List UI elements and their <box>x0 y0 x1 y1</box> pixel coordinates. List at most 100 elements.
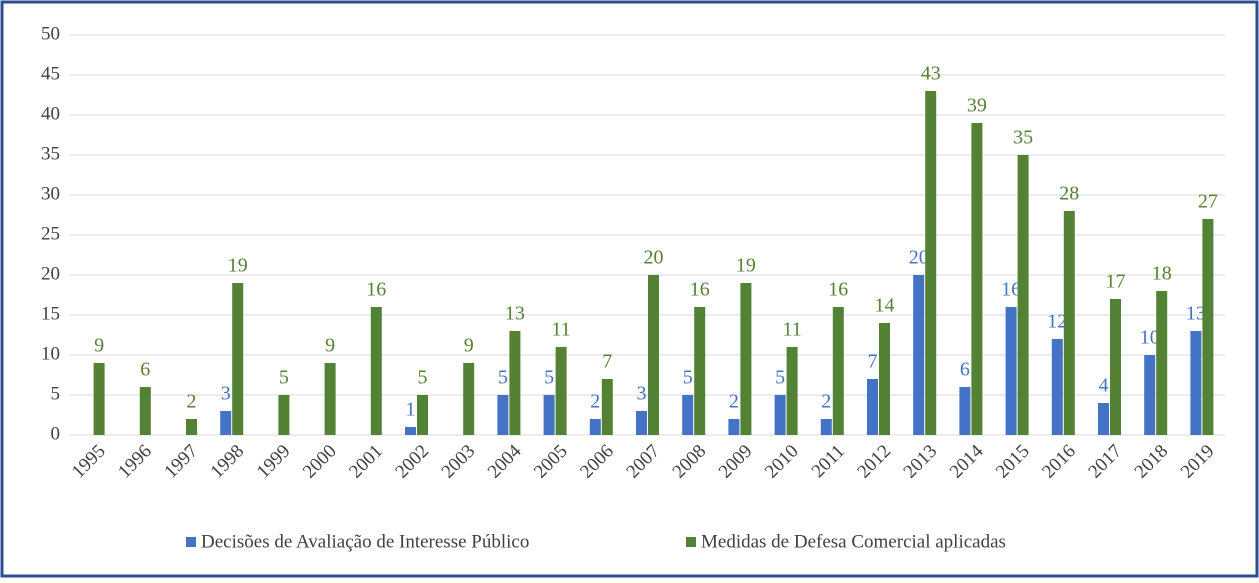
bar <box>1098 403 1109 435</box>
data-label: 19 <box>736 255 756 277</box>
bar <box>925 91 937 435</box>
data-label: 5 <box>279 367 289 389</box>
bar <box>417 395 428 435</box>
bar <box>694 307 706 435</box>
bar <box>879 323 890 435</box>
bar <box>370 307 382 435</box>
y-tick-label: 40 <box>41 103 60 124</box>
data-label: 11 <box>782 319 801 341</box>
y-tick-label: 10 <box>41 343 60 364</box>
bar <box>1051 339 1063 435</box>
bar <box>636 411 647 435</box>
bar <box>867 379 878 435</box>
data-label: 16 <box>366 279 386 301</box>
data-label: 2 <box>590 391 600 413</box>
bar <box>220 411 232 435</box>
data-label: 6 <box>960 359 970 381</box>
data-label: 3 <box>637 383 647 405</box>
data-label: 2 <box>821 391 831 413</box>
bar <box>959 387 971 435</box>
data-label: 27 <box>1198 191 1218 213</box>
data-label: 19 <box>228 255 248 277</box>
bar <box>1005 307 1017 435</box>
bar <box>648 275 659 435</box>
y-tick-label: 35 <box>41 143 60 164</box>
bar <box>278 395 290 435</box>
bar <box>601 379 613 435</box>
bar <box>543 395 555 435</box>
data-label: 6 <box>140 359 150 381</box>
data-label: 1 <box>406 399 416 421</box>
bar <box>786 347 798 435</box>
bar <box>971 123 983 435</box>
data-label: 14 <box>875 295 895 317</box>
y-tick-label: 0 <box>51 423 61 444</box>
y-tick-label: 5 <box>51 383 61 404</box>
bar <box>463 363 475 435</box>
bar <box>1110 299 1121 435</box>
data-label: 9 <box>325 335 335 357</box>
data-label: 43 <box>921 63 941 85</box>
data-label: 16 <box>690 279 710 301</box>
bar <box>774 395 786 435</box>
data-label: 5 <box>498 367 508 389</box>
y-tick-label: 15 <box>41 303 60 324</box>
bar <box>93 363 105 435</box>
data-label: 18 <box>1152 263 1172 285</box>
data-label: 2 <box>187 391 197 413</box>
data-label: 4 <box>1099 375 1109 397</box>
data-label: 7 <box>602 351 612 373</box>
data-label: 16 <box>1001 279 1021 301</box>
bar <box>1202 219 1214 435</box>
bar <box>820 419 832 435</box>
bar <box>913 275 925 435</box>
data-label: 10 <box>1140 327 1160 349</box>
bar <box>1144 355 1156 435</box>
bar <box>1156 291 1168 435</box>
bar <box>1190 331 1202 435</box>
data-label: 12 <box>1047 311 1067 333</box>
data-label: 20 <box>909 247 929 269</box>
data-label: 9 <box>464 335 474 357</box>
data-label: 16 <box>828 279 848 301</box>
data-label: 13 <box>505 303 525 325</box>
legend-swatch <box>686 537 696 547</box>
bar <box>405 427 416 435</box>
legend-label: Decisões de Avaliação de Interesse Públi… <box>201 531 529 552</box>
bar <box>1017 155 1029 435</box>
bar <box>509 331 521 435</box>
bar <box>728 419 740 435</box>
bar <box>682 395 694 435</box>
data-label: 5 <box>775 367 785 389</box>
data-label: 2 <box>729 391 739 413</box>
bar <box>1063 211 1075 435</box>
legend-swatch <box>186 537 196 547</box>
bar <box>497 395 509 435</box>
bar <box>324 363 336 435</box>
data-label: 35 <box>1013 127 1033 149</box>
bar <box>139 387 151 435</box>
data-label: 7 <box>868 351 878 373</box>
data-label: 5 <box>683 367 693 389</box>
data-label: 9 <box>94 335 104 357</box>
bar <box>740 283 752 435</box>
legend-label: Medidas de Defesa Comercial aplicadas <box>701 531 1006 552</box>
bar <box>832 307 844 435</box>
data-label: 5 <box>544 367 554 389</box>
y-tick-label: 50 <box>41 23 60 44</box>
bar <box>232 283 244 435</box>
data-label: 28 <box>1059 183 1079 205</box>
y-tick-label: 30 <box>41 183 60 204</box>
data-label: 3 <box>221 383 231 405</box>
y-tick-label: 45 <box>41 63 60 84</box>
y-tick-label: 25 <box>41 223 60 244</box>
bar <box>186 419 197 435</box>
data-label: 13 <box>1186 303 1206 325</box>
bar <box>555 347 567 435</box>
y-tick-label: 20 <box>41 263 60 284</box>
data-label: 17 <box>1106 271 1126 293</box>
data-label: 39 <box>967 95 987 117</box>
data-label: 11 <box>551 319 570 341</box>
